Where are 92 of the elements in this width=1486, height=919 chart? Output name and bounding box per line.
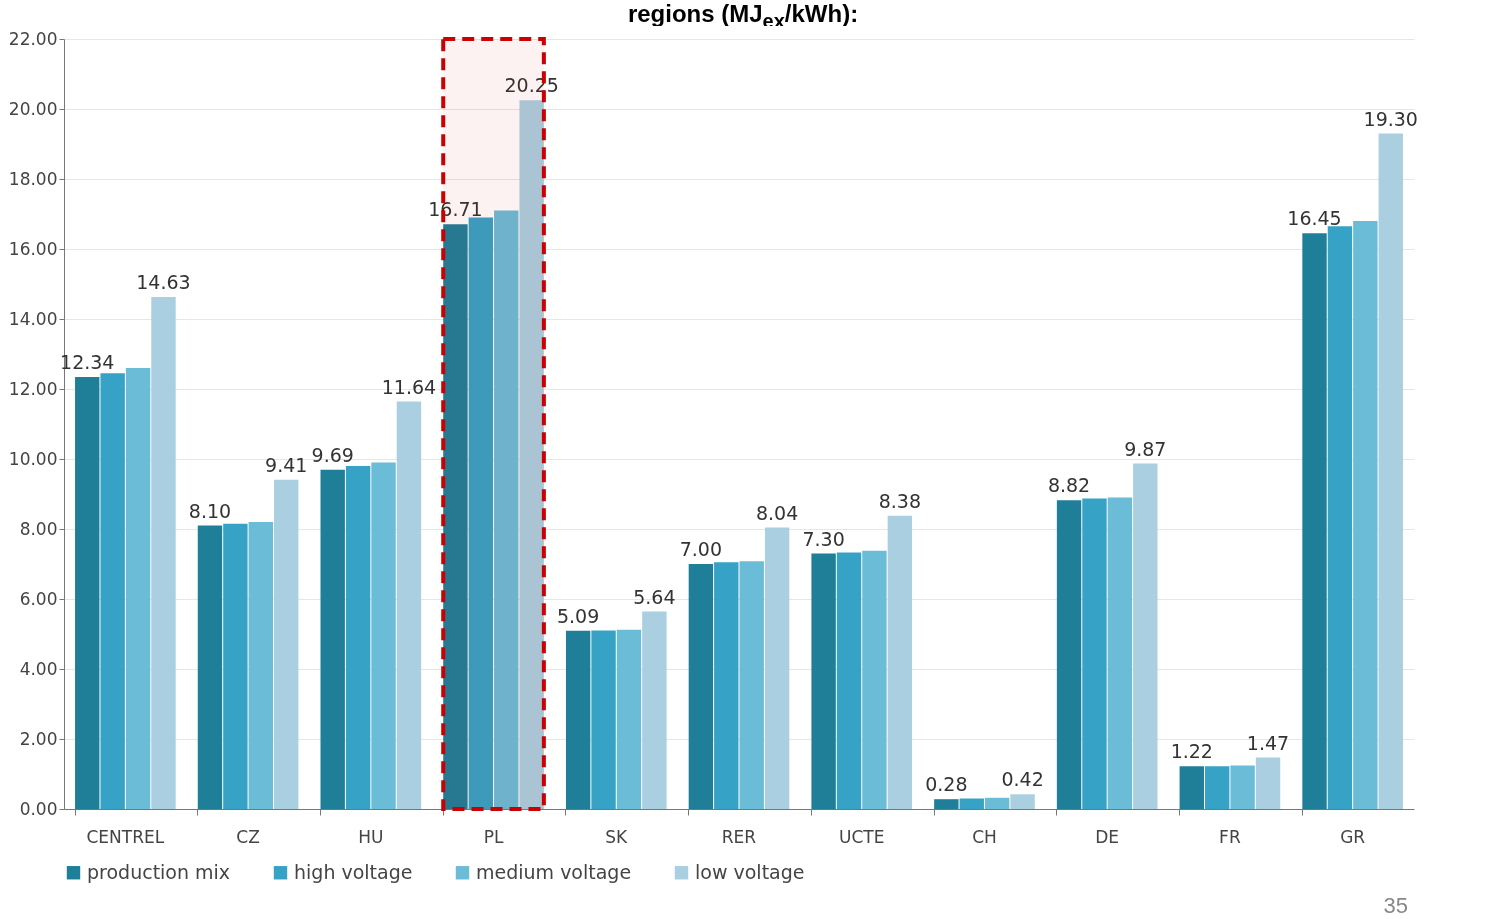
bar bbox=[320, 469, 345, 809]
legend-label: medium voltage bbox=[476, 860, 632, 883]
x-tick-label: SK bbox=[605, 826, 629, 847]
data-label: 16.45 bbox=[1287, 207, 1342, 230]
y-tick-label: 22.00 bbox=[8, 28, 58, 49]
data-label: 0.42 bbox=[1001, 768, 1044, 791]
bar bbox=[197, 525, 223, 809]
bar bbox=[345, 466, 371, 809]
bar bbox=[223, 523, 248, 809]
data-label: 8.82 bbox=[1047, 474, 1091, 497]
data-label: 16.71 bbox=[428, 198, 483, 221]
y-tick-label: 14.00 bbox=[8, 308, 58, 329]
bar bbox=[1327, 226, 1353, 809]
x-tick-label: RER bbox=[721, 826, 757, 847]
y-tick-label: 2.00 bbox=[19, 728, 58, 749]
bar bbox=[565, 630, 591, 809]
bar bbox=[1056, 500, 1082, 809]
data-label: 8.10 bbox=[188, 499, 232, 522]
bar bbox=[1010, 794, 1035, 809]
y-tick-label: 20.00 bbox=[8, 98, 58, 119]
bar bbox=[591, 630, 616, 809]
data-label: 1.22 bbox=[1170, 740, 1213, 763]
x-tick-label: UCTE bbox=[839, 826, 885, 847]
bar bbox=[1302, 233, 1327, 809]
bar bbox=[739, 561, 764, 809]
data-label: 9.41 bbox=[265, 453, 308, 476]
y-tick-label: 8.00 bbox=[19, 518, 58, 539]
data-label: 19.30 bbox=[1363, 107, 1418, 130]
bar bbox=[1230, 765, 1255, 809]
bar bbox=[1179, 766, 1204, 809]
data-label: 1.47 bbox=[1246, 731, 1290, 754]
y-tick-label: 6.00 bbox=[19, 588, 58, 609]
bar bbox=[862, 550, 887, 809]
bar bbox=[811, 553, 836, 809]
bar bbox=[616, 629, 642, 809]
x-tick-label: CZ bbox=[236, 826, 260, 847]
legend-label: high voltage bbox=[294, 860, 413, 883]
bar bbox=[125, 368, 151, 809]
x-tick-label: CENTREL bbox=[86, 826, 165, 847]
y-tick-label: 12.00 bbox=[8, 378, 58, 399]
bar bbox=[959, 798, 984, 809]
bar bbox=[1082, 498, 1107, 809]
x-tick-label: CH bbox=[972, 826, 997, 847]
bar bbox=[688, 564, 714, 809]
bar bbox=[248, 522, 273, 809]
bar bbox=[100, 373, 125, 809]
x-tick-label: HU bbox=[358, 826, 384, 847]
bar bbox=[468, 217, 494, 809]
bar bbox=[371, 462, 396, 809]
bar bbox=[984, 797, 1010, 809]
data-label: 0.28 bbox=[925, 773, 968, 796]
data-label: 11.64 bbox=[381, 375, 437, 398]
y-tick-label: 18.00 bbox=[8, 168, 58, 189]
bar bbox=[396, 401, 422, 809]
bar bbox=[519, 100, 544, 809]
bar bbox=[75, 377, 100, 809]
data-label: 5.09 bbox=[557, 604, 600, 627]
x-tick-label: FR bbox=[1219, 826, 1241, 847]
x-tick-label: DE bbox=[1095, 826, 1120, 847]
data-label: 14.63 bbox=[136, 270, 191, 293]
bar bbox=[1133, 463, 1158, 809]
bar bbox=[1205, 766, 1230, 809]
bar bbox=[494, 210, 519, 809]
bar bbox=[887, 515, 913, 809]
bar bbox=[1107, 497, 1133, 809]
data-label: 5.64 bbox=[633, 585, 676, 608]
y-tick-label: 10.00 bbox=[8, 448, 58, 469]
data-label: 9.87 bbox=[1124, 437, 1167, 460]
data-label: 7.00 bbox=[679, 538, 723, 560]
data-label: 8.38 bbox=[878, 489, 921, 512]
y-tick-label: 0.00 bbox=[19, 798, 58, 819]
bar bbox=[1353, 221, 1378, 809]
bar bbox=[1255, 757, 1281, 809]
y-tick-label: 16.00 bbox=[8, 238, 58, 259]
bar bbox=[836, 552, 862, 809]
y-tick-label: 4.00 bbox=[19, 658, 58, 679]
bar bbox=[934, 799, 959, 809]
bar bbox=[642, 611, 667, 809]
data-label: 9.69 bbox=[311, 443, 354, 466]
bar bbox=[274, 479, 299, 809]
x-tick-label: PL bbox=[483, 826, 504, 847]
bar bbox=[1378, 133, 1403, 809]
legend-label: production mix bbox=[87, 860, 231, 883]
bar bbox=[764, 527, 790, 809]
bar bbox=[443, 224, 468, 809]
text: 35 bbox=[1383, 893, 1408, 919]
data-label: 7.30 bbox=[802, 527, 845, 550]
data-label: 8.04 bbox=[755, 501, 799, 524]
bar bbox=[151, 296, 176, 809]
bar bbox=[714, 562, 739, 809]
x-tick-label: GR bbox=[1340, 826, 1366, 847]
legend-label: low voltage bbox=[695, 860, 805, 883]
